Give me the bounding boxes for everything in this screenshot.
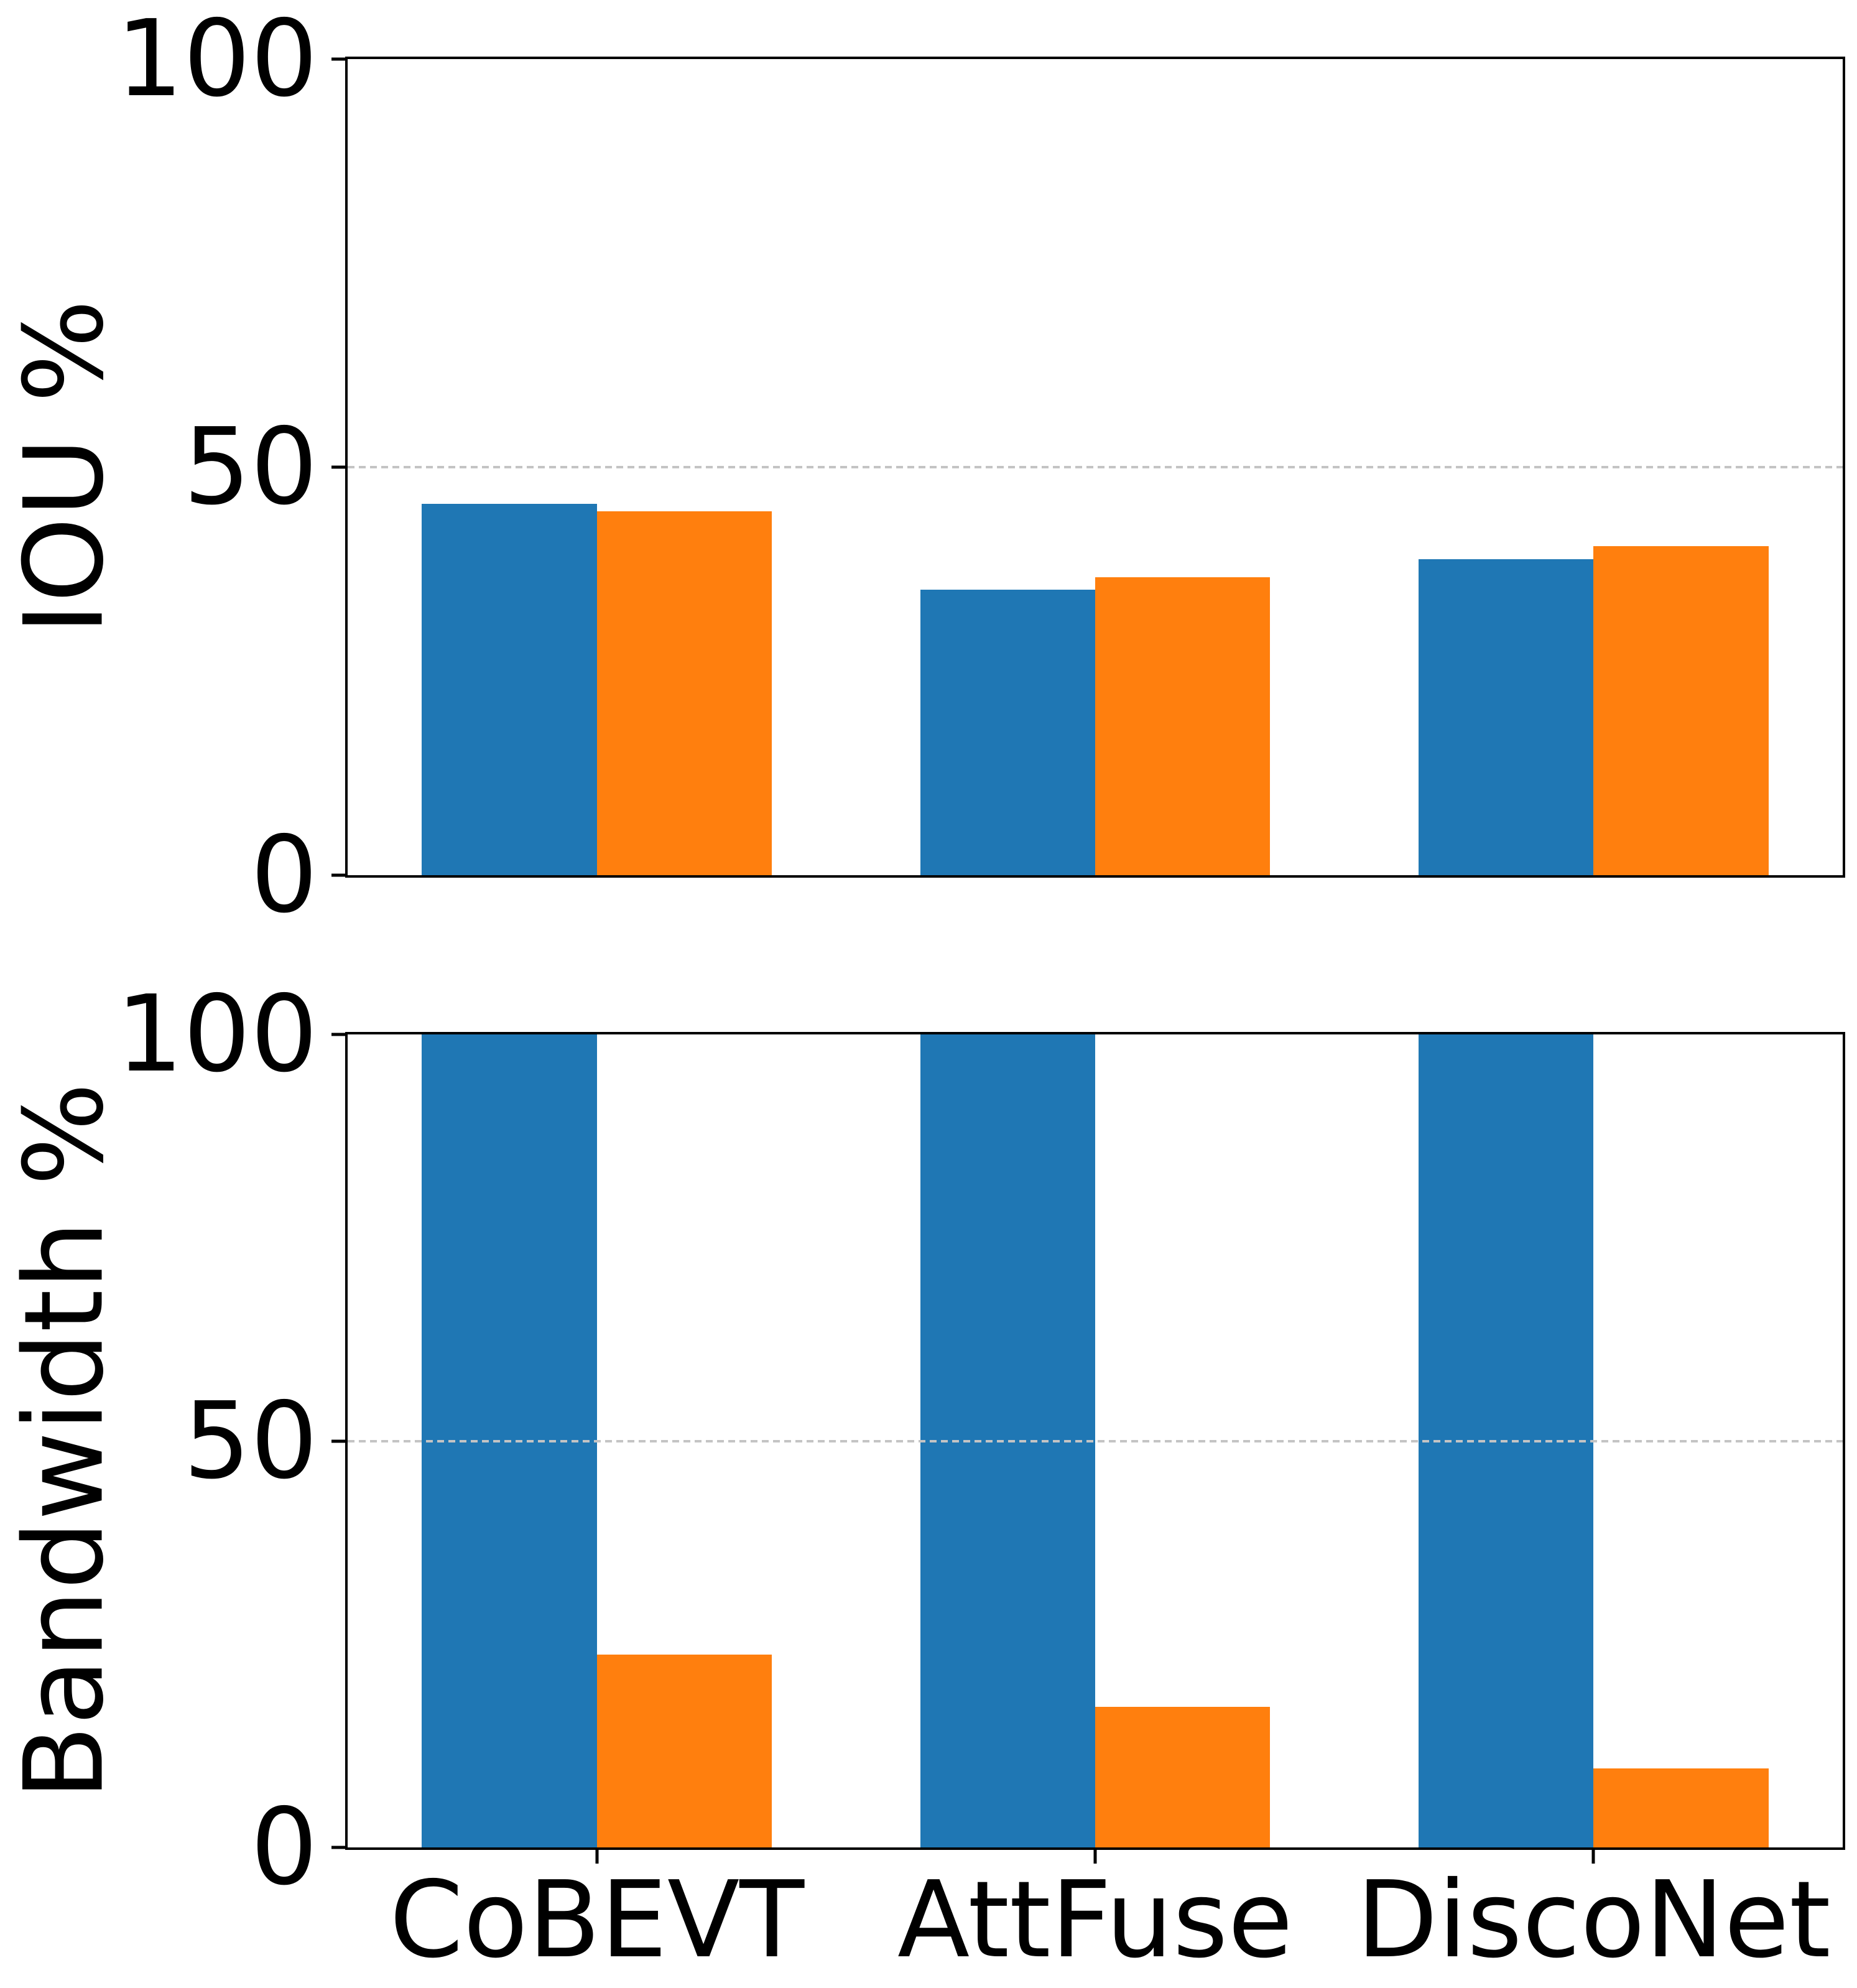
- bandwidth-panel: Bandwidth % 0 50 100 CoBEVT AttFuse DiscoNet: [2, 982, 1845, 1976]
- bar-disconet-orange-series: [1593, 546, 1769, 875]
- x-tick-mark-cobevt: [595, 1850, 599, 1864]
- y-tick-mark-0: [331, 1846, 345, 1849]
- iou-panel: IOU % 0 50 100: [2, 6, 1845, 928]
- y-tick-label-0: 0: [250, 1786, 318, 1909]
- bar-attfuse-orange-series: [1095, 577, 1271, 875]
- bar-disconet-orange-series: [1593, 1768, 1769, 1847]
- y-tick-label-50: 50: [183, 406, 318, 529]
- y-tick-mark-100: [331, 57, 345, 61]
- y-axis-label-iou: IOU %: [1, 299, 128, 635]
- bar-cobevt-blue-series: [422, 504, 597, 875]
- x-tick-mark-disconet: [1591, 1850, 1595, 1864]
- y-tick-label-100: 100: [116, 0, 318, 121]
- y-tick-mark-100: [331, 1033, 345, 1036]
- y-tick-label-0: 0: [250, 814, 318, 937]
- x-tick-label-attfuse: AttFuse: [897, 1859, 1294, 1982]
- x-tick-label-disconet: DiscoNet: [1356, 1859, 1831, 1982]
- bar-attfuse-orange-series: [1095, 1706, 1271, 1847]
- x-tick-label-cobevt: CoBEVT: [389, 1859, 805, 1982]
- y-tick-label-50: 50: [183, 1379, 318, 1503]
- gridline-50: [348, 466, 1843, 468]
- bar-disconet-blue-series: [1419, 559, 1594, 875]
- y-axis-label-bandwidth: Bandwidth %: [1, 1082, 128, 1800]
- y-tick-label-100: 100: [116, 973, 318, 1096]
- bar-cobevt-orange-series: [596, 511, 772, 875]
- bar-attfuse-blue-series: [920, 589, 1095, 875]
- y-tick-mark-50: [331, 465, 345, 469]
- gridline-50: [348, 1439, 1843, 1442]
- bar-cobevt-orange-series: [596, 1655, 772, 1847]
- x-tick-mark-attfuse: [1093, 1850, 1097, 1864]
- y-tick-mark-0: [331, 873, 345, 877]
- y-tick-mark-50: [331, 1439, 345, 1442]
